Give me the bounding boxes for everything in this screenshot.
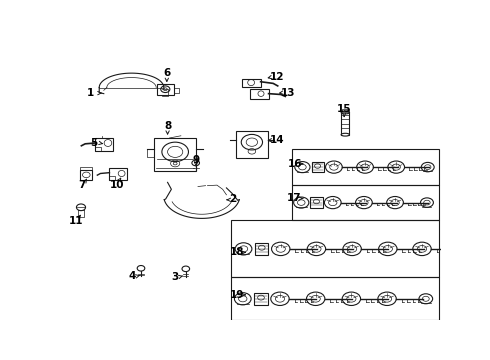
Bar: [80, 167, 93, 170]
Text: 15: 15: [337, 104, 351, 114]
Bar: [312, 162, 324, 172]
Bar: [109, 176, 115, 180]
Text: 3: 3: [172, 271, 179, 282]
Text: 16: 16: [288, 159, 302, 169]
Bar: [154, 138, 196, 171]
Bar: [255, 243, 269, 255]
Text: 14: 14: [270, 135, 284, 145]
Text: 7: 7: [78, 180, 86, 190]
Bar: [250, 89, 269, 99]
Text: 8: 8: [164, 121, 171, 131]
Bar: [96, 138, 113, 151]
Text: 5: 5: [90, 138, 97, 148]
Text: 1: 1: [87, 88, 94, 98]
Bar: [157, 84, 173, 95]
Bar: [342, 109, 349, 112]
Bar: [109, 168, 126, 180]
Text: 19: 19: [229, 290, 244, 300]
Text: 17: 17: [287, 193, 302, 203]
Text: 4: 4: [129, 271, 136, 281]
Bar: [242, 79, 261, 87]
Text: 13: 13: [281, 87, 295, 98]
Bar: [292, 185, 439, 220]
Text: 2: 2: [229, 194, 237, 204]
Bar: [231, 278, 439, 320]
Text: 9: 9: [193, 155, 199, 165]
Bar: [292, 149, 439, 185]
Bar: [254, 293, 268, 305]
Bar: [236, 131, 268, 158]
Text: 18: 18: [229, 247, 244, 257]
Bar: [96, 147, 101, 151]
Text: 6: 6: [163, 68, 171, 78]
Bar: [80, 170, 93, 180]
Text: 11: 11: [69, 216, 84, 226]
Text: 10: 10: [110, 180, 124, 190]
Bar: [231, 220, 439, 278]
Text: 12: 12: [270, 72, 284, 82]
Bar: [310, 197, 322, 208]
Ellipse shape: [341, 133, 349, 136]
